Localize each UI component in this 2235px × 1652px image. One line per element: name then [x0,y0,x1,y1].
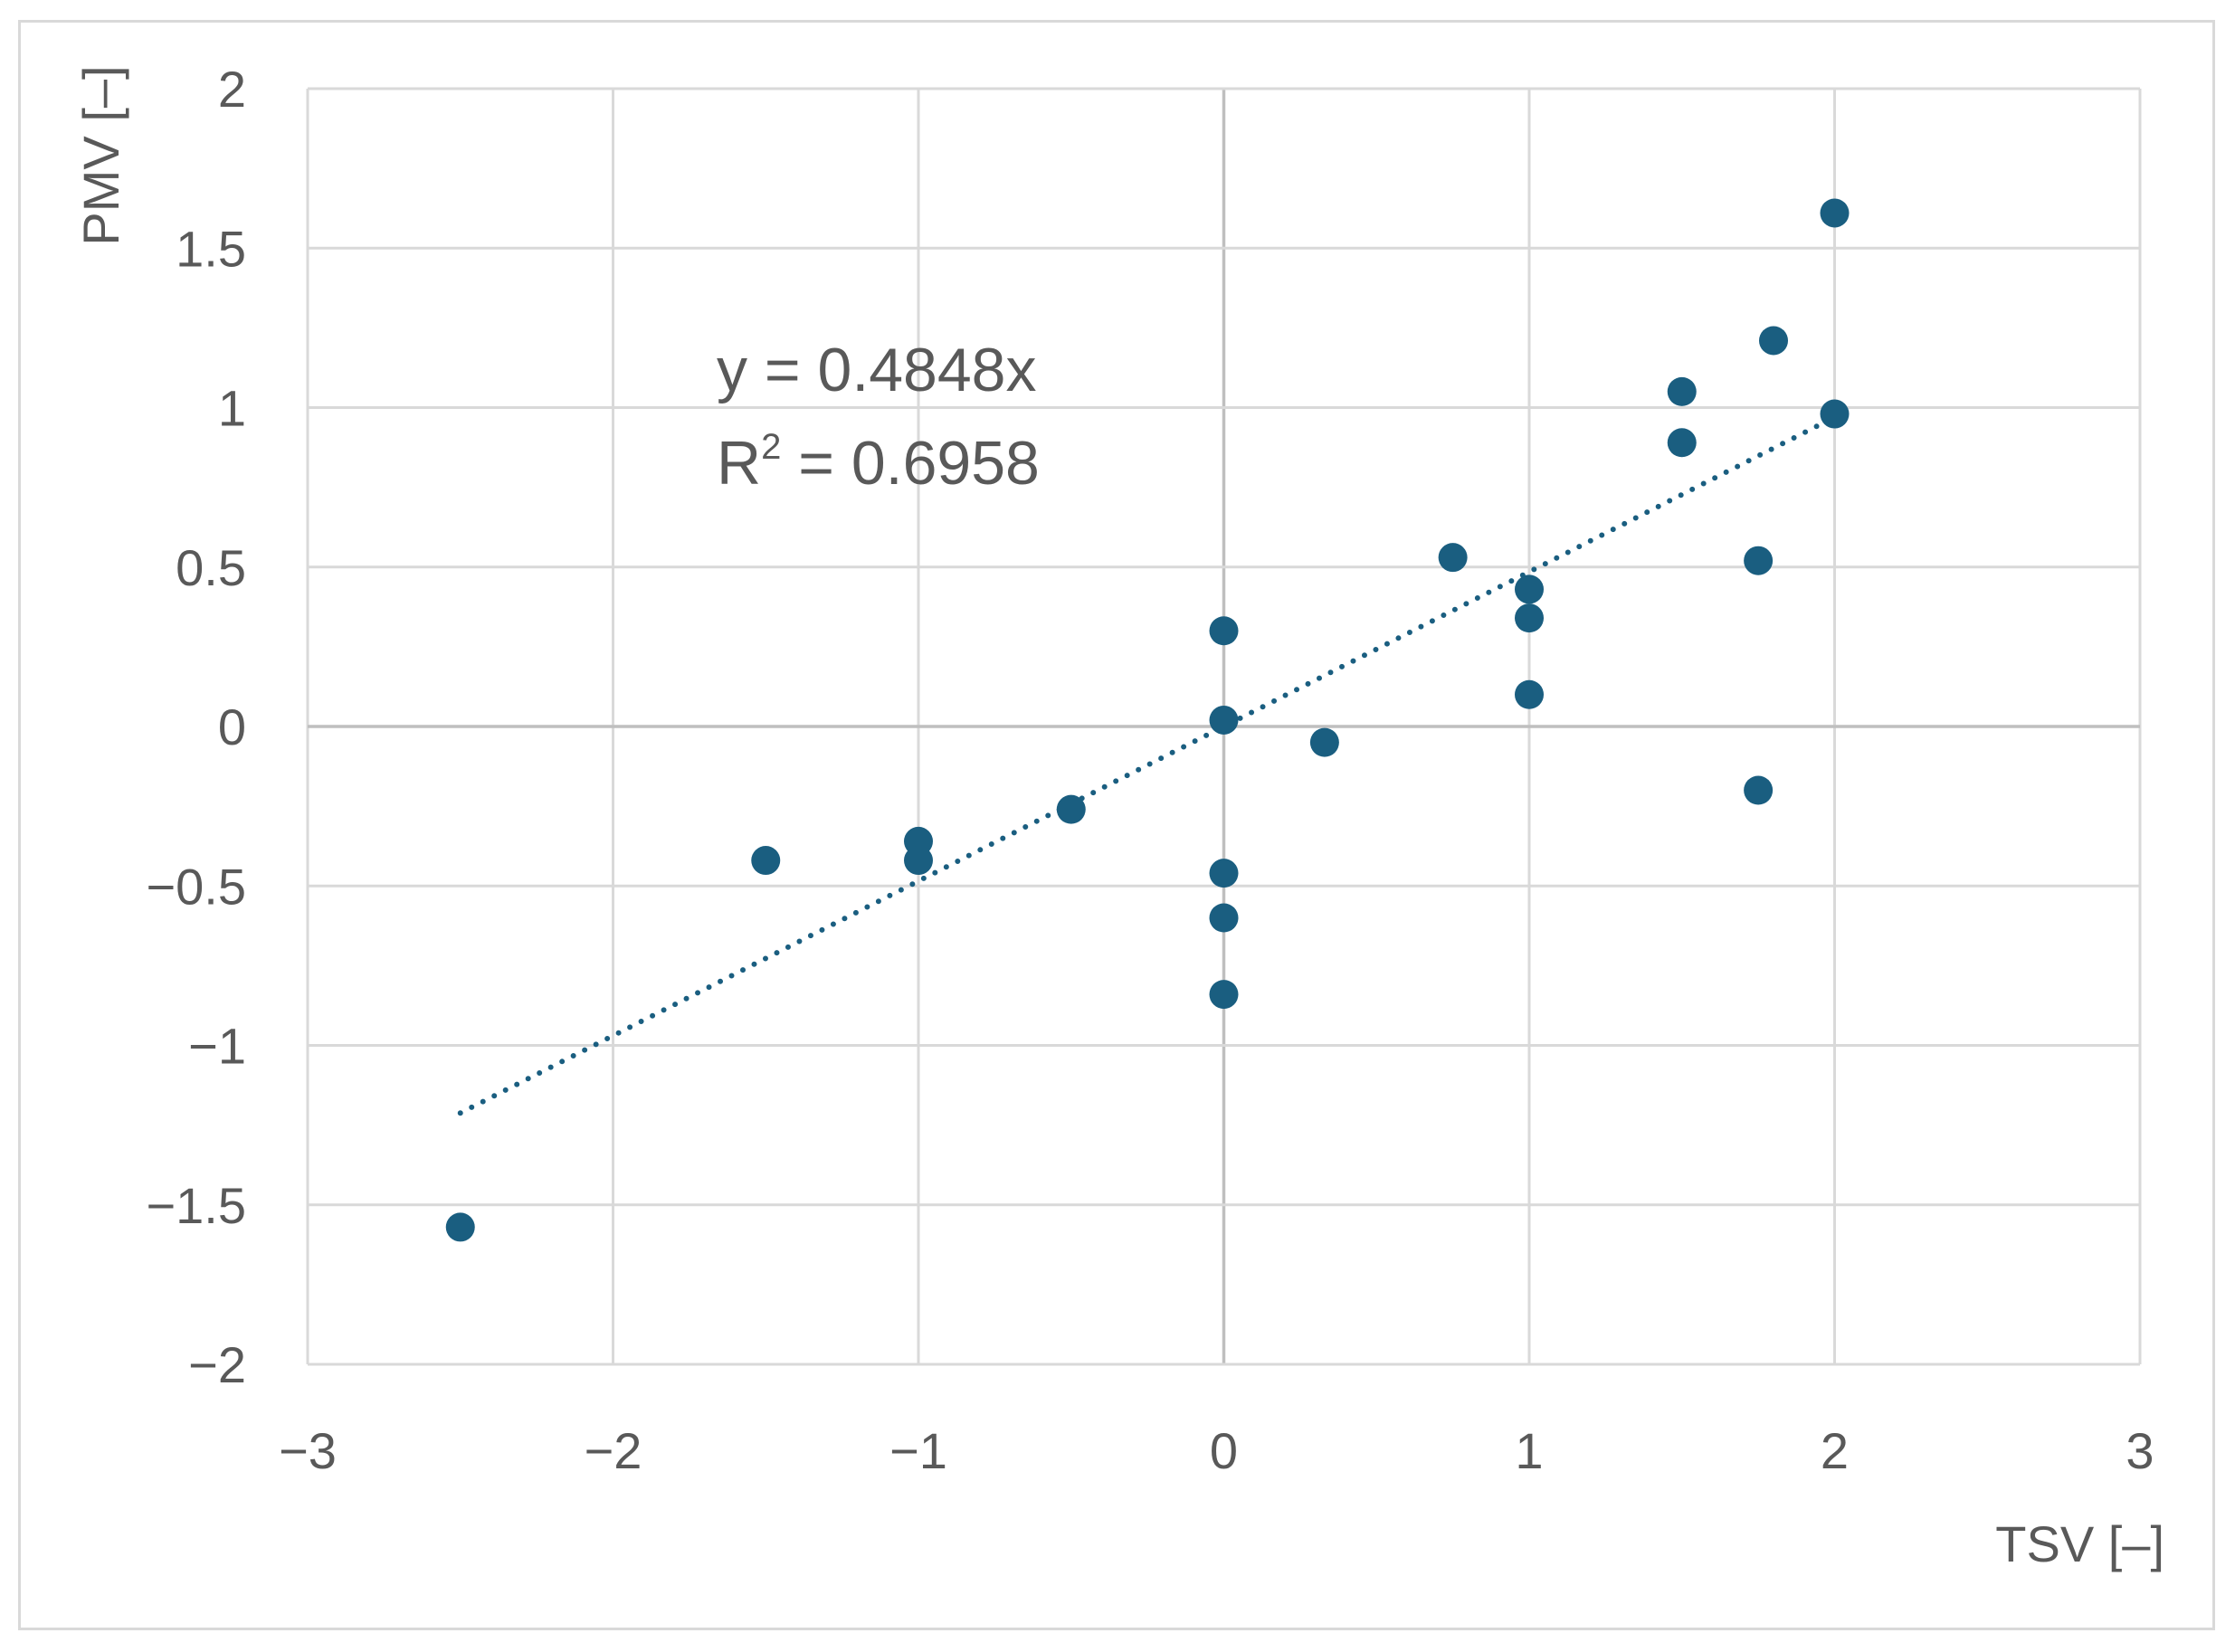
data-point [1820,198,1850,228]
x-tick-label: 3 [2126,1422,2154,1479]
y-tick-label: −1.5 [146,1177,246,1234]
data-point [1209,705,1239,735]
grid-layer [306,87,2142,1366]
r-squared-value: = 0.6958 [781,429,1039,498]
y-axis-title: PMV [–] [72,65,129,245]
data-point [1667,376,1697,406]
y-tick-label: 0 [218,698,246,755]
r-squared-label: R2 = 0.6958 [717,427,1040,498]
trendline-equation: y = 0.4848x [717,336,1036,404]
trendline-layer [457,414,1838,1116]
tick-labels: −3 −2 −1 0 1 2 3 −2 −1.5 −1 −0.5 0 0.5 1 1.5 2 [146,61,2154,1479]
x-tick-label: −1 [889,1422,947,1479]
data-point [1209,616,1239,646]
x-tick-label: −3 [279,1422,337,1479]
data-point [1667,428,1697,458]
data-point [445,1212,475,1242]
data-point [1056,794,1086,824]
data-point [751,846,781,876]
data-point [1515,603,1544,633]
data-point [904,846,933,876]
r-squared-exponent: 2 [761,427,781,467]
x-tick-label: 0 [1210,1422,1238,1479]
data-points [445,198,1850,1242]
y-tick-label: 1 [218,380,246,437]
chart-frame [18,20,2215,1630]
data-point [1209,903,1239,933]
x-tick-label: −2 [585,1422,642,1479]
r-squared-r: R [717,429,761,498]
y-tick-label: 1.5 [176,220,246,277]
x-axis-title: TSV [–] [1995,1515,2164,1572]
data-point [1209,980,1239,1010]
data-point [1820,399,1850,429]
data-point [1744,775,1774,805]
data-point [1759,326,1788,356]
data-point [1515,679,1544,709]
x-tick-label: 1 [1515,1422,1543,1479]
y-tick-label: 0.5 [176,539,246,596]
y-tick-label: −2 [188,1336,246,1393]
x-tick-label: 2 [1821,1422,1849,1479]
data-point [1309,727,1339,757]
data-point [1209,859,1239,888]
data-point [1438,543,1468,573]
data-point [1515,574,1544,604]
y-tick-label: −1 [188,1018,246,1075]
y-tick-label: 2 [218,61,246,118]
y-tick-label: −0.5 [146,858,246,915]
data-point [1744,546,1774,575]
trendline [457,414,1838,1116]
